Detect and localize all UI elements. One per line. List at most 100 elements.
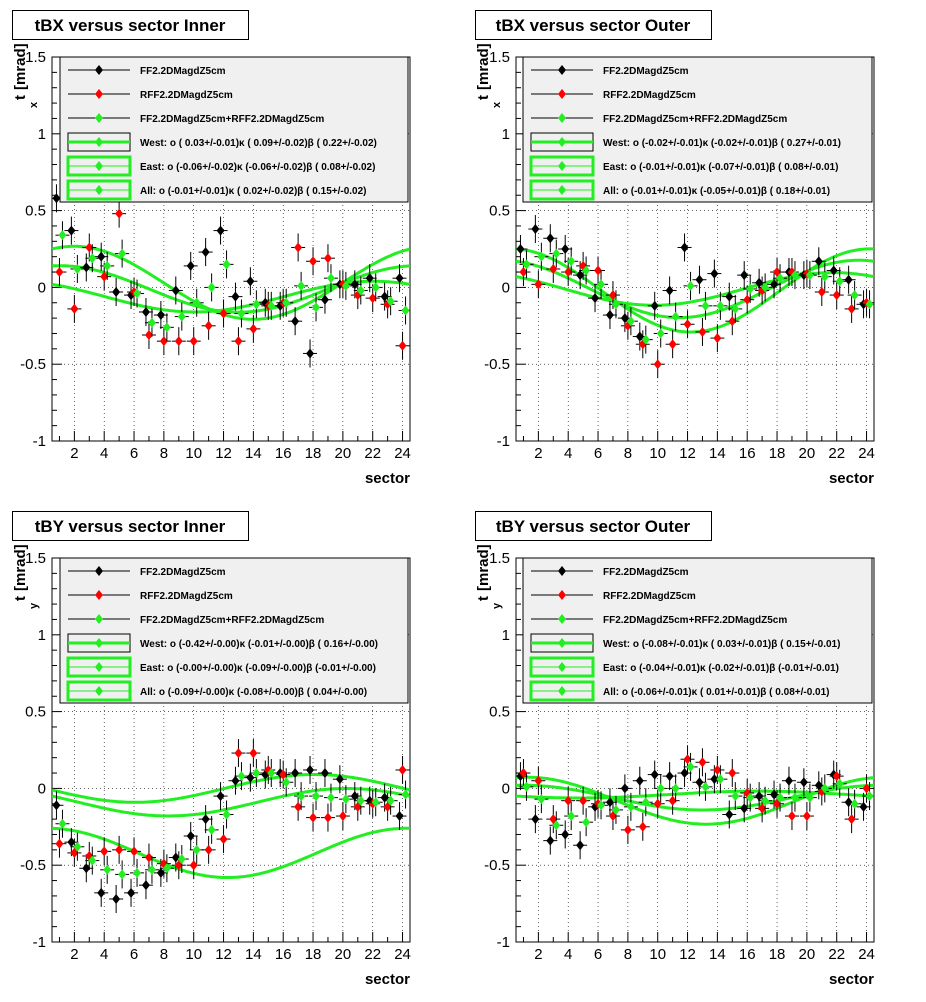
x-tick-label: 2 bbox=[534, 946, 542, 963]
data-point bbox=[144, 855, 159, 884]
data-point bbox=[213, 216, 228, 245]
data-marker bbox=[186, 260, 195, 271]
x-tick-label: 18 bbox=[769, 445, 786, 462]
data-point bbox=[189, 835, 204, 864]
data-point bbox=[392, 802, 407, 831]
data-point bbox=[109, 278, 124, 307]
x-tick-label: 6 bbox=[594, 946, 602, 963]
x-tick-label: 8 bbox=[624, 946, 632, 963]
x-tick-label: 14 bbox=[709, 445, 726, 462]
title-box bbox=[475, 511, 712, 541]
y-tick-label: 1 bbox=[38, 627, 46, 644]
data-marker bbox=[802, 811, 811, 822]
data-marker bbox=[341, 794, 350, 805]
y-axis-label-sub: x bbox=[28, 101, 40, 108]
data-marker bbox=[312, 302, 321, 313]
legend-entry: West: o (-0.08+/-0.01)κ ( 0.03+/-0.01)β … bbox=[530, 633, 840, 653]
data-marker bbox=[552, 820, 561, 831]
data-marker bbox=[177, 311, 186, 322]
data-marker bbox=[686, 761, 695, 772]
x-tick-label: 12 bbox=[679, 946, 696, 963]
legend-entry: FF2.2DMagdZ5cm+RFF2.2DMagdZ5cm bbox=[531, 614, 787, 626]
data-point bbox=[847, 789, 862, 818]
x-tick-label: 4 bbox=[100, 445, 108, 462]
data-point bbox=[395, 755, 410, 784]
data-point bbox=[130, 858, 145, 887]
y-axis-label-t: t bbox=[475, 95, 492, 100]
data-marker bbox=[665, 285, 674, 296]
data-marker bbox=[564, 267, 573, 278]
chart-title: tBX versus sector Inner bbox=[35, 16, 226, 35]
chart-title: tBY versus sector Outer bbox=[496, 517, 691, 536]
data-marker bbox=[371, 282, 380, 293]
x-tick-label: 20 bbox=[335, 445, 352, 462]
x-tick-label: 20 bbox=[799, 946, 816, 963]
data-marker bbox=[668, 795, 677, 806]
data-marker bbox=[761, 282, 770, 293]
data-point bbox=[249, 290, 264, 319]
data-marker bbox=[368, 293, 377, 304]
data-marker bbox=[656, 328, 665, 339]
legend-label: All: o (-0.09+/-0.00)κ (-0.08+/-0.00)β (… bbox=[140, 687, 367, 698]
data-marker bbox=[710, 268, 719, 279]
data-point bbox=[174, 845, 189, 874]
data-marker bbox=[294, 801, 303, 812]
data-marker bbox=[770, 279, 779, 290]
data-marker bbox=[103, 864, 112, 875]
data-marker bbox=[835, 276, 844, 287]
data-point bbox=[528, 215, 543, 244]
data-marker bbox=[695, 777, 704, 788]
data-point bbox=[650, 350, 665, 379]
plot-area bbox=[52, 184, 410, 368]
data-marker bbox=[567, 256, 576, 267]
data-marker bbox=[740, 270, 749, 281]
data-marker bbox=[776, 792, 785, 803]
y-axis-label: ty [mrad] bbox=[475, 544, 503, 609]
data-marker bbox=[582, 817, 591, 828]
data-marker bbox=[537, 251, 546, 262]
title-box bbox=[12, 511, 249, 541]
data-point bbox=[85, 244, 100, 273]
data-point bbox=[204, 273, 219, 302]
legend-label: FF2.2DMagdZ5cm bbox=[140, 567, 226, 578]
data-point bbox=[317, 759, 332, 788]
data-point bbox=[309, 293, 324, 322]
data-point bbox=[243, 763, 258, 792]
data-point bbox=[755, 794, 770, 823]
data-point bbox=[620, 815, 635, 844]
data-marker bbox=[133, 288, 142, 299]
data-point bbox=[576, 786, 591, 815]
data-point bbox=[130, 279, 145, 308]
data-marker bbox=[814, 256, 823, 267]
data-marker bbox=[537, 794, 546, 805]
data-marker bbox=[156, 310, 165, 321]
data-marker bbox=[787, 811, 796, 822]
data-point bbox=[543, 224, 558, 253]
legend-marker bbox=[95, 185, 103, 195]
data-marker bbox=[249, 748, 258, 759]
data-marker bbox=[112, 287, 121, 298]
data-point bbox=[713, 291, 728, 320]
data-marker bbox=[805, 792, 814, 803]
legend-marker bbox=[558, 65, 566, 75]
data-point bbox=[183, 822, 198, 851]
legend-marker bbox=[558, 590, 566, 600]
data-point bbox=[784, 802, 799, 831]
y-axis-label-sub: y bbox=[28, 602, 40, 609]
data-marker bbox=[522, 781, 531, 792]
fit-curve-west bbox=[52, 244, 410, 321]
data-marker bbox=[522, 259, 531, 270]
data-marker bbox=[746, 792, 755, 803]
data-marker bbox=[862, 783, 871, 794]
data-point bbox=[347, 782, 362, 811]
data-point bbox=[216, 825, 231, 854]
x-tick-label: 18 bbox=[769, 946, 786, 963]
data-marker bbox=[695, 274, 704, 285]
legend-marker bbox=[95, 137, 103, 147]
y-axis-label-sub: x bbox=[491, 101, 503, 108]
data-marker bbox=[73, 841, 82, 852]
data-marker bbox=[246, 276, 255, 287]
data-marker bbox=[380, 291, 389, 302]
data-point bbox=[338, 785, 353, 814]
